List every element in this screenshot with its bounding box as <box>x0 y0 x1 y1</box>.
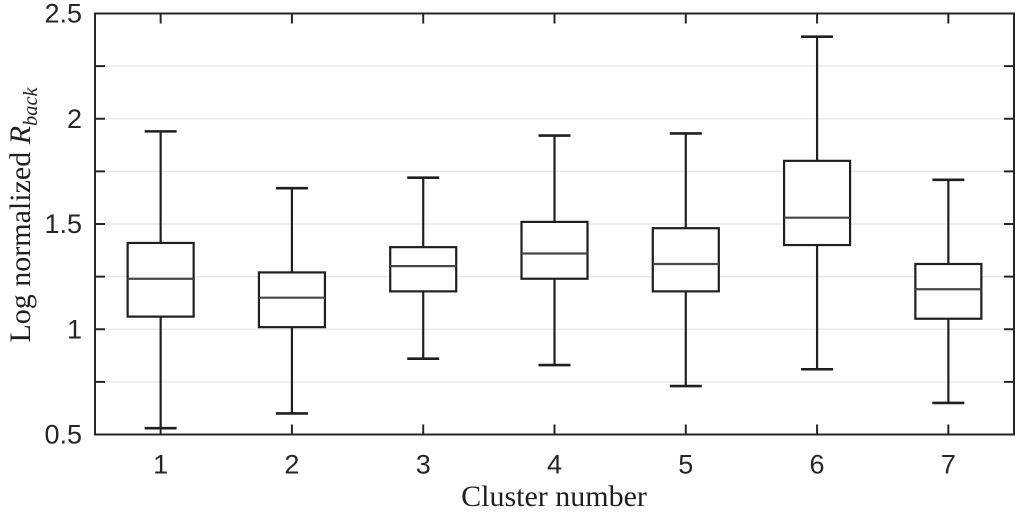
y-tick-label: 0.5 <box>44 420 82 450</box>
y-axis-label-variable: R <box>4 125 37 145</box>
y-tick-label: 1.5 <box>44 209 82 239</box>
iqr-box <box>520 220 589 280</box>
y-tick-label: 2.5 <box>44 0 82 29</box>
x-tick-label: 7 <box>941 450 956 480</box>
x-tick-label: 3 <box>416 450 431 480</box>
x-tick-label: 5 <box>678 450 693 480</box>
y-axis-label: Log normalized Rback <box>4 87 42 343</box>
y-axis-label-subscript: back <box>20 87 42 126</box>
x-axis-label-text: Cluster number <box>461 480 647 513</box>
x-tick-label: 1 <box>153 450 168 480</box>
x-tick-label: 6 <box>810 450 825 480</box>
y-tick-label: 1 <box>67 314 82 344</box>
x-tick-label: 4 <box>547 450 562 480</box>
iqr-box <box>651 227 720 293</box>
x-tick-label: 2 <box>284 450 299 480</box>
iqr-box <box>257 271 327 329</box>
iqr-box <box>782 159 852 247</box>
iqr-box <box>914 262 983 320</box>
iqr-box <box>389 246 458 293</box>
y-tick-label: 2 <box>67 104 82 134</box>
y-axis-label-prefix: Log normalized <box>4 144 37 343</box>
x-axis-label: Cluster number <box>461 482 647 512</box>
